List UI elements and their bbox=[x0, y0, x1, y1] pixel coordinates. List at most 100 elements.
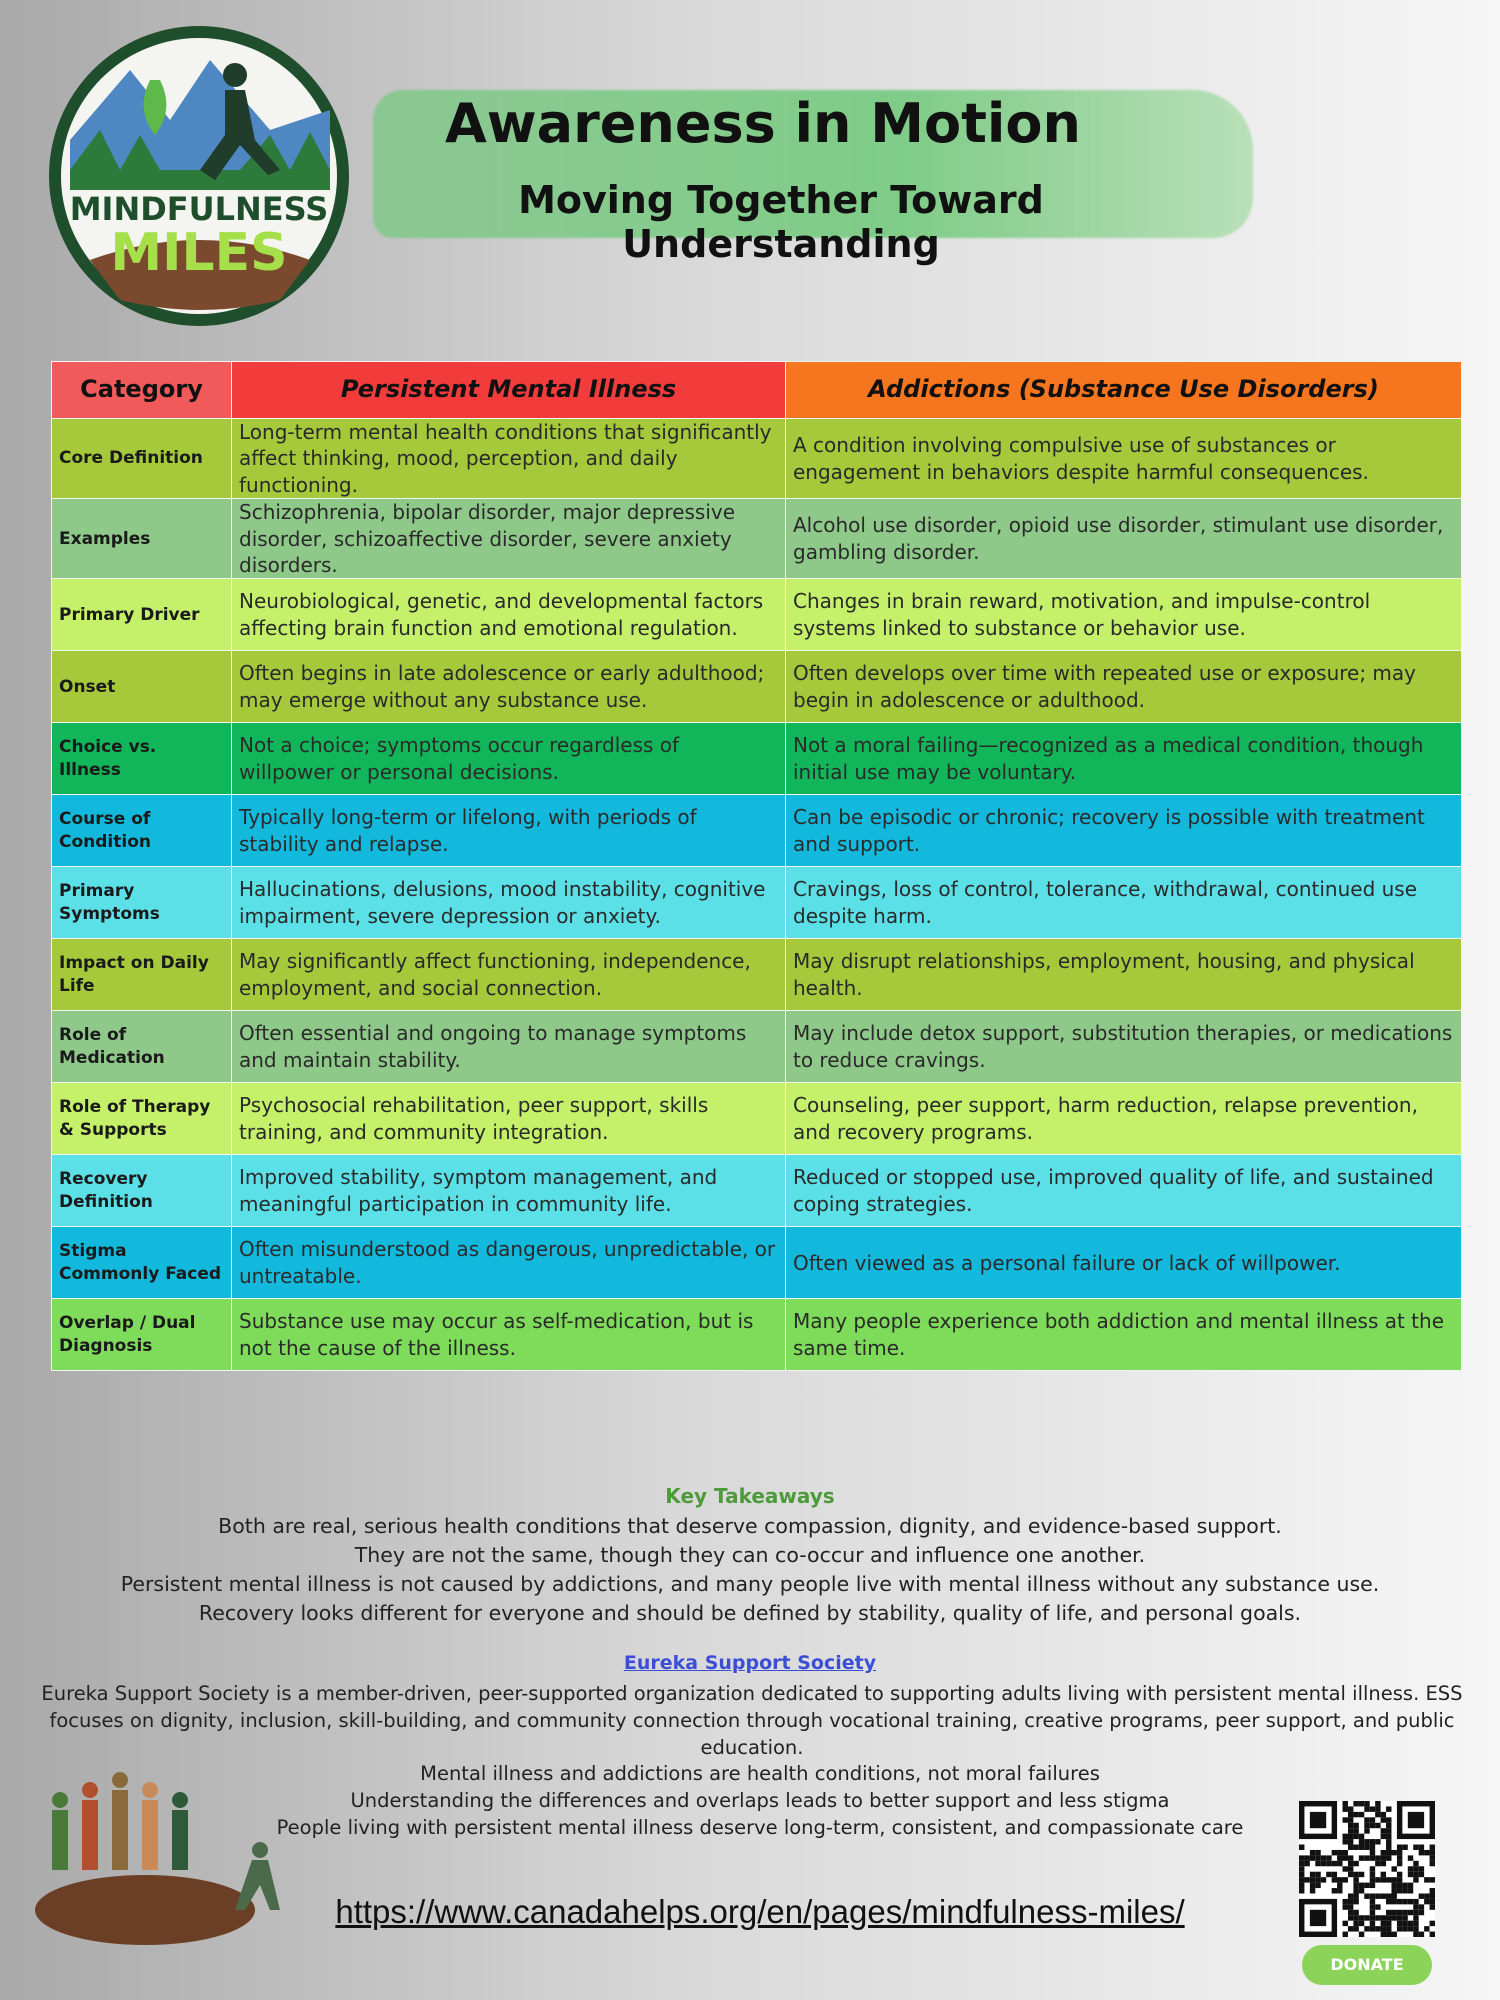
qr-module bbox=[1413, 1909, 1419, 1916]
table-body: Core Definition Long-term mental health c… bbox=[51, 417, 1462, 1372]
closing-line: People living with persistent mental ill… bbox=[276, 1816, 1244, 1839]
qr-module bbox=[1326, 1871, 1332, 1878]
qr-module bbox=[1391, 1915, 1397, 1921]
qr-module bbox=[1364, 1855, 1370, 1861]
qr-module bbox=[1342, 1849, 1348, 1856]
qr-module bbox=[1386, 1931, 1392, 1937]
cell: Not a moral failing—recognized as a medi… bbox=[785, 722, 1462, 796]
qr-module bbox=[1299, 1888, 1305, 1894]
table-row: Recovery Definition Improved stability, s… bbox=[51, 1154, 1462, 1228]
qr-module bbox=[1396, 1888, 1403, 1894]
category-cell: Primary Driver bbox=[51, 578, 232, 652]
qr-module bbox=[1375, 1822, 1381, 1829]
qr-module bbox=[1337, 1877, 1343, 1883]
qr-module bbox=[1402, 1915, 1408, 1921]
qr-module bbox=[1358, 1871, 1365, 1878]
qr-module bbox=[1375, 1855, 1381, 1861]
qr-module bbox=[1407, 1909, 1414, 1916]
qr-module bbox=[1391, 1893, 1397, 1899]
qr-module bbox=[1391, 1909, 1397, 1916]
cell: Not a choice; symptoms occur regardless … bbox=[231, 722, 786, 796]
qr-module bbox=[1386, 1806, 1392, 1812]
qr-module bbox=[1331, 1871, 1338, 1878]
qr-module bbox=[1353, 1801, 1359, 1807]
qr-module bbox=[1413, 1871, 1419, 1878]
qr-module bbox=[1369, 1844, 1376, 1850]
qr-module bbox=[1396, 1898, 1403, 1905]
qr-module bbox=[1386, 1898, 1392, 1905]
qr-module bbox=[1407, 1898, 1414, 1905]
table-row: Impact on Daily Life May significantly af… bbox=[51, 938, 1462, 1012]
society-link[interactable]: Eureka Support Society bbox=[623, 1652, 877, 1674]
qr-module bbox=[1424, 1893, 1430, 1899]
qr-module bbox=[1342, 1801, 1348, 1807]
qr-module bbox=[1309, 1849, 1316, 1856]
qr-module bbox=[1342, 1877, 1348, 1883]
qr-module bbox=[1369, 1904, 1376, 1910]
qr-module bbox=[1391, 1888, 1397, 1894]
qr-module bbox=[1396, 1920, 1403, 1927]
qr-module bbox=[1358, 1931, 1365, 1937]
table-row: Course of Condition Typically long-term o… bbox=[51, 794, 1462, 868]
society-description: Eureka Support Society is a member-drive… bbox=[41, 1682, 1463, 1759]
qr-module bbox=[1396, 1855, 1403, 1861]
qr-module bbox=[1396, 1882, 1403, 1889]
qr-module bbox=[1337, 1849, 1343, 1856]
cell: May significantly affect functioning, in… bbox=[231, 938, 786, 1012]
cell: Often viewed as a personal failure or la… bbox=[785, 1226, 1462, 1300]
qr-module bbox=[1413, 1860, 1419, 1867]
qr-module bbox=[1309, 1909, 1327, 1927]
qr-module bbox=[1337, 1855, 1343, 1861]
qr-module bbox=[1413, 1844, 1419, 1850]
header-row: Category Persistent Mental Illness Addicti… bbox=[51, 361, 1462, 419]
qr-module bbox=[1326, 1860, 1332, 1867]
qr-module bbox=[1375, 1860, 1381, 1867]
qr-module bbox=[1347, 1828, 1354, 1834]
qr-module bbox=[1369, 1839, 1376, 1845]
donation-url[interactable]: https://www.canadahelps.org/en/pages/min… bbox=[335, 1893, 1185, 1930]
table-row: Choice vs. Illness Not a choice; symptoms… bbox=[51, 722, 1462, 796]
qr-module bbox=[1429, 1844, 1435, 1850]
qr-module bbox=[1418, 1866, 1425, 1872]
qr-module bbox=[1429, 1898, 1435, 1905]
qr-module bbox=[1386, 1844, 1392, 1850]
qr-module bbox=[1353, 1822, 1359, 1829]
category-cell: Primary Symptoms bbox=[51, 866, 232, 940]
icon-people bbox=[52, 1772, 280, 1910]
qr-module bbox=[1347, 1871, 1354, 1878]
qr-module bbox=[1375, 1877, 1381, 1883]
cell: Psychosocial rehabilitation, peer suppor… bbox=[231, 1082, 786, 1156]
qr-module bbox=[1358, 1915, 1365, 1921]
qr-module bbox=[1369, 1822, 1376, 1829]
cell: Alcohol use disorder, opioid use disorde… bbox=[785, 498, 1462, 580]
qr-module bbox=[1380, 1931, 1387, 1937]
qr-module bbox=[1369, 1882, 1376, 1889]
qr-module bbox=[1358, 1888, 1365, 1894]
cell: Often misunderstood as dangerous, unpred… bbox=[231, 1226, 786, 1300]
logo-trees bbox=[70, 130, 330, 190]
cell: Cravings, loss of control, tolerance, wi… bbox=[785, 866, 1462, 940]
donate-button[interactable]: DONATE bbox=[1302, 1945, 1432, 1985]
qr-module bbox=[1407, 1811, 1425, 1829]
qr-module bbox=[1429, 1920, 1435, 1927]
qr-module bbox=[1364, 1915, 1370, 1921]
qr-module bbox=[1396, 1860, 1403, 1867]
qr-module bbox=[1386, 1833, 1392, 1840]
qr-module bbox=[1391, 1877, 1397, 1883]
qr-module bbox=[1407, 1920, 1414, 1927]
qr-module bbox=[1353, 1833, 1359, 1840]
qr-module bbox=[1353, 1909, 1359, 1916]
qr-module bbox=[1364, 1817, 1370, 1823]
qr-module bbox=[1380, 1828, 1387, 1834]
qr-module bbox=[1418, 1909, 1425, 1916]
category-cell: Onset bbox=[51, 650, 232, 724]
qr-module bbox=[1347, 1915, 1354, 1921]
qr-module bbox=[1386, 1839, 1392, 1845]
cell: Many people experience both addiction an… bbox=[785, 1298, 1462, 1372]
qr-module bbox=[1396, 1849, 1403, 1856]
qr-module bbox=[1391, 1931, 1397, 1937]
qr-module bbox=[1309, 1855, 1316, 1861]
qr-module bbox=[1407, 1855, 1414, 1861]
qr-module bbox=[1424, 1898, 1430, 1905]
